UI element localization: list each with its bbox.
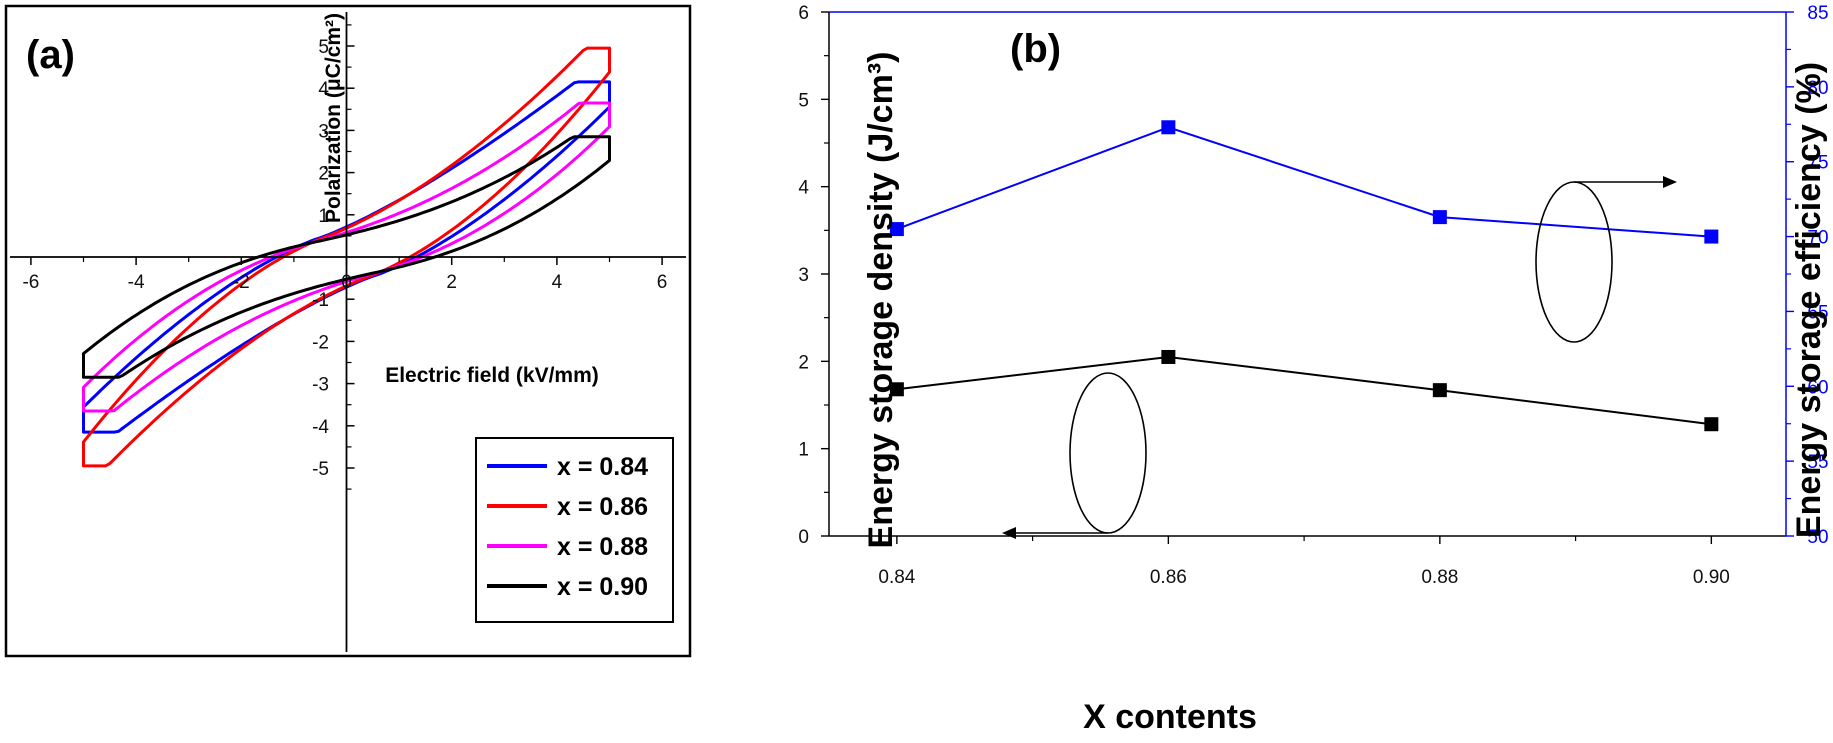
arrow-left-head (1002, 527, 1016, 539)
b-marker-efficiency (1161, 120, 1176, 135)
panel-a-label: (a) (26, 33, 75, 77)
b-marker-density (1432, 383, 1447, 398)
a-x-tick-label: 6 (657, 272, 668, 293)
a-y-tick-label: 1 (318, 206, 329, 227)
a-y-tick-label: -5 (312, 459, 329, 480)
a-y-tick-label: -3 (312, 375, 329, 396)
b-right-tick-label: 60 (1807, 377, 1828, 398)
b-right-tick-label: 80 (1807, 78, 1828, 99)
b-marker-density (1161, 349, 1176, 364)
arrow-right-head (1663, 176, 1677, 188)
b-right-tick-label: 65 (1807, 302, 1828, 323)
a-y-tick-label: 4 (318, 79, 329, 100)
panel-a: -6 -4 -2 0 2 4 6 -5 -4 -3 -2 -1 1 2 3 4 5 (a) Polarizati… (4, 4, 692, 658)
b-left-tick-label: 4 (798, 178, 809, 199)
b-x-tick-label: 0.84 (878, 567, 915, 588)
a-legend-box (475, 437, 674, 623)
b-marker-density (889, 382, 904, 397)
b-line-efficiency (896, 126, 1712, 238)
b-axes: 0.84 0.86 0.88 0.90 0 1 2 3 4 5 6 50 55 60 65 70 75 80 85 (798, 3, 1828, 588)
a-x-tick-label: 4 (552, 272, 563, 293)
b-marker-efficiency (1432, 210, 1447, 225)
b-x-tick-label: 0.86 (1150, 567, 1187, 588)
b-right-tick-label: 70 (1807, 228, 1828, 249)
a-x-tick-label: -4 (128, 272, 145, 293)
b-right-tick-label: 50 (1807, 527, 1828, 548)
ellipse-left-annotation (1069, 372, 1147, 534)
a-ylabel: Polarization (μC/cm²) (322, 13, 345, 223)
a-y-tick-label: -4 (312, 417, 329, 438)
b-left-tick-label: 6 (798, 3, 809, 24)
a-xlabel: Electric field (kV/mm) (385, 364, 599, 387)
b-left-tick-label: 0 (798, 527, 809, 548)
panel-b: 0.84 0.86 0.88 0.9001234565055606570758085 … (798, 3, 1828, 736)
a-legend-label: x = 0.88 (557, 533, 648, 561)
a-x-tick-label: -6 (22, 272, 39, 293)
b-left-tick-label: 1 (798, 440, 809, 461)
a-y-tick-label: -2 (312, 332, 329, 353)
b-marker-efficiency (1704, 229, 1719, 244)
a-legend-label: x = 0.84 (557, 453, 648, 481)
a-legend-label: x = 0.90 (557, 573, 648, 601)
ellipse-right-annotation (1535, 181, 1613, 343)
a-x-tick-label: 2 (446, 272, 457, 293)
b-ylabel-right: Energy storage efficiency (%) (1790, 62, 1828, 538)
b-ylabel-left: Energy storage density (J/cm³) (862, 52, 900, 549)
b-annotations (1002, 176, 1677, 539)
a-loop-086 (82, 46, 611, 468)
a-y-tick-label: 5 (318, 37, 329, 58)
b-left-tick-label: 2 (798, 352, 809, 373)
b-left-tick-label: 5 (798, 90, 809, 111)
b-marker-efficiency (889, 222, 904, 237)
b-right-tick-label: 55 (1807, 452, 1828, 473)
b-right-tick-label: 85 (1807, 3, 1828, 24)
b-x-tick-label: 0.88 (1421, 567, 1458, 588)
a-x-tick-label: -2 (233, 272, 250, 293)
a-loop-088 (82, 101, 611, 413)
b-right-tick-label: 75 (1807, 153, 1828, 174)
b-x-tick-label: 0.90 (1693, 567, 1730, 588)
a-legend-label: x = 0.86 (557, 493, 648, 521)
panel-b-label: (b) (1010, 27, 1061, 71)
a-y-tick-label: 3 (318, 121, 329, 142)
b-series (889, 120, 1719, 432)
a-x-tick-label: 0 (341, 272, 352, 293)
a-legend: x = 0.84 x = 0.86 x = 0.88 x = 0.90 (475, 437, 674, 623)
b-marker-density (1704, 417, 1719, 432)
b-xlabel: X contents (1083, 698, 1257, 736)
a-y-tick-label: 2 (318, 164, 329, 185)
panel-a-frame (4, 4, 692, 658)
b-line-density (896, 355, 1712, 426)
a-axes: -6 -4 -2 0 2 4 6 -5 -4 -3 -2 -1 1 2 3 4 5 (10, 12, 686, 652)
b-left-tick-label: 3 (798, 265, 809, 286)
a-y-tick-label: -1 (312, 290, 329, 311)
